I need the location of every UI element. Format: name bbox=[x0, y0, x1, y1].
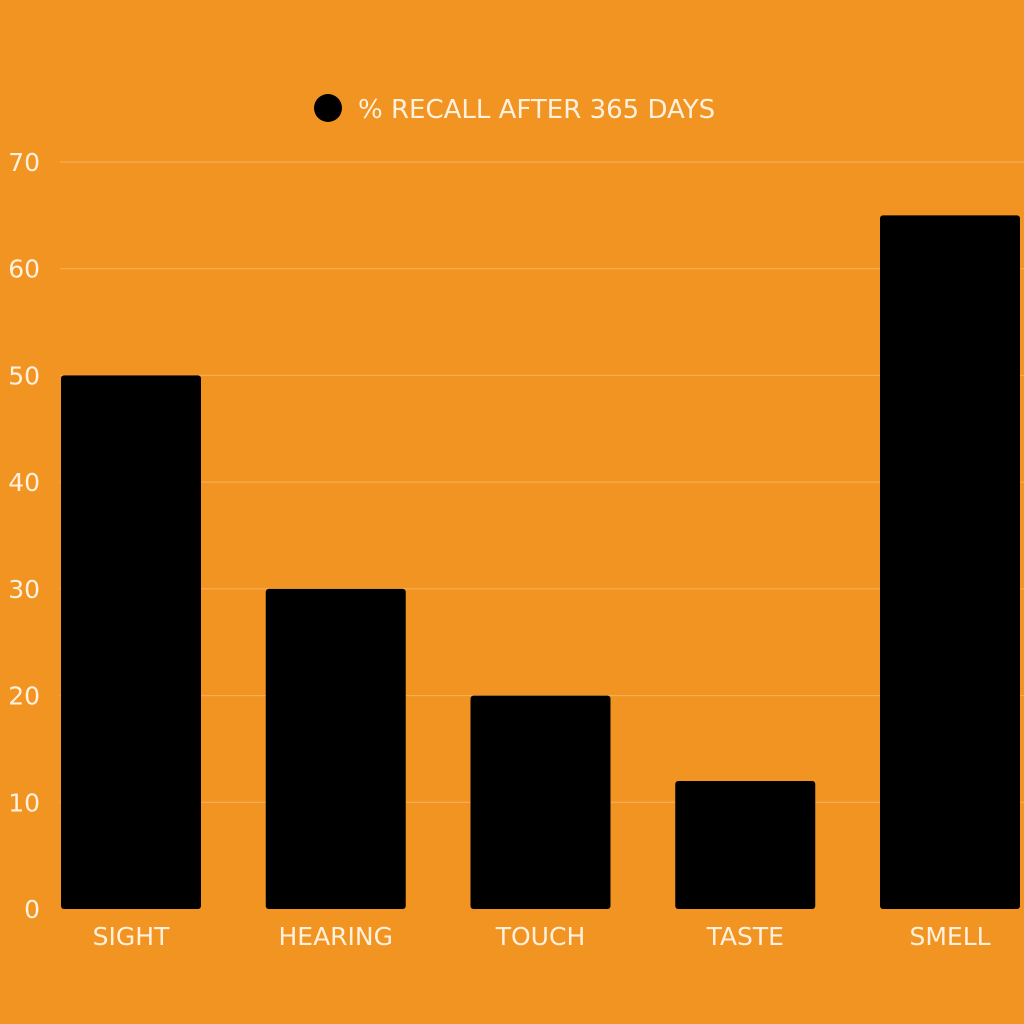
y-tick-label: 70 bbox=[8, 148, 40, 177]
y-tick-label: 10 bbox=[8, 788, 40, 817]
y-axis-tick-labels: 0 10 20 30 40 50 60 70 bbox=[8, 148, 40, 924]
x-category-label: HEARING bbox=[278, 922, 393, 951]
bar-smell bbox=[880, 215, 1020, 909]
x-axis-category-labels: SIGHT HEARING TOUCH TASTE SMELL bbox=[93, 922, 991, 951]
y-tick-label: 30 bbox=[8, 575, 40, 604]
legend-label: % RECALL AFTER 365 DAYS bbox=[358, 95, 715, 125]
bars bbox=[61, 215, 1020, 909]
x-category-label: TASTE bbox=[706, 922, 784, 951]
y-tick-label: 60 bbox=[8, 255, 40, 284]
bar-sight bbox=[61, 375, 201, 909]
x-category-label: SIGHT bbox=[93, 922, 170, 951]
y-tick-label: 20 bbox=[8, 682, 40, 711]
x-category-label: SMELL bbox=[909, 922, 990, 951]
y-tick-label: 40 bbox=[8, 468, 40, 497]
legend: % RECALL AFTER 365 DAYS bbox=[314, 94, 715, 125]
bar-hearing bbox=[265, 588, 406, 909]
legend-marker bbox=[314, 94, 342, 122]
bar-taste bbox=[675, 780, 816, 909]
y-tick-label: 50 bbox=[8, 361, 40, 390]
bar-touch bbox=[470, 695, 611, 909]
x-category-label: TOUCH bbox=[495, 922, 586, 951]
y-tick-label: 0 bbox=[24, 895, 40, 924]
